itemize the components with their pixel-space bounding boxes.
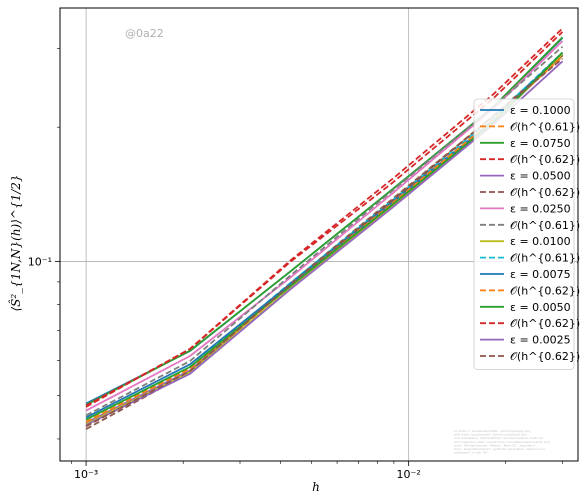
- footnote-line-2: and realizations: 'IndirectStudy' record…: [454, 436, 543, 440]
- legend-label-6: ε = 0.0250: [510, 202, 571, 215]
- footnote-block: for trials = 'GeoRandomWalk', random[sha…: [454, 429, 550, 455]
- legend-label-0: ε = 0.1000: [510, 104, 571, 117]
- footnote-line-4: main: 'NK-Hamiltonian' 'Walker', 'Mass 4…: [454, 443, 536, 447]
- legend-label-13: 𝒪(h^{0.62}): [510, 317, 580, 330]
- series-line-7: [85, 46, 564, 417]
- legend-label-1: 𝒪(h^{0.61}): [510, 120, 580, 133]
- legend-label-5: 𝒪(h^{0.62}): [510, 186, 580, 199]
- legend-label-10: ε = 0.0075: [510, 268, 571, 281]
- axes-frame: [59, 7, 579, 462]
- series-line-13: [85, 27, 564, 408]
- legend: ε = 0.1000 𝒪(h^{0.61}) ε = 0.0750 𝒪(h^{0.62…: [473, 98, 580, 370]
- x-tick-label: 10⁻³: [74, 468, 98, 481]
- legend-label-12: ε = 0.0050: [510, 301, 571, 314]
- legend-label-4: ε = 0.0500: [510, 170, 571, 183]
- legend-label-3: 𝒪(h^{0.62}): [510, 153, 580, 166]
- legend-label-11: 𝒪(h^{0.62}): [510, 284, 580, 297]
- legend-label-8: ε = 0.0100: [510, 235, 571, 248]
- x-tick-label: 10⁻²: [397, 468, 421, 481]
- footnote-line-3: and 'trajectory data', 'saved=true' 'sim…: [454, 440, 550, 444]
- series-line-15: [85, 57, 564, 428]
- legend-label-7: 𝒪(h^{0.61}): [510, 219, 580, 232]
- legend-box: [473, 98, 575, 370]
- footnote-line-5: from: 'pluginParameters': synthetic gene…: [454, 447, 545, 451]
- legend-label-9: 𝒪(h^{0.61}): [510, 252, 580, 265]
- legend-label-14: ε = 0.0025: [510, 334, 571, 347]
- y-axis-label: ⟨Ŝ²_{1N,N}(h)⟩^{1/2}: [7, 174, 23, 311]
- x-axis-label: h: [312, 480, 320, 494]
- series-line-5: [85, 54, 564, 430]
- footnote-line-6: statement, 'in cell: 40': [454, 451, 488, 455]
- series-line-2: [85, 36, 564, 406]
- footnote-line-1: with dates 'yyyy/mm/dd' 'stored:runs[ide…: [454, 433, 527, 437]
- legend-label-15: 𝒪(h^{0.62}): [510, 350, 580, 363]
- plot-frame: [59, 7, 579, 462]
- tick-layer: 10⁻³ 10⁻² 10⁻¹: [28, 48, 563, 481]
- series-line-3: [85, 31, 564, 407]
- watermark-text: @0a22: [125, 27, 164, 40]
- legend-label-2: ε = 0.0750: [510, 137, 571, 150]
- y-tick-label: 10⁻¹: [28, 255, 52, 268]
- footnote-line-0: for trials = 'GeoRandomWalk', random[sha…: [454, 429, 530, 433]
